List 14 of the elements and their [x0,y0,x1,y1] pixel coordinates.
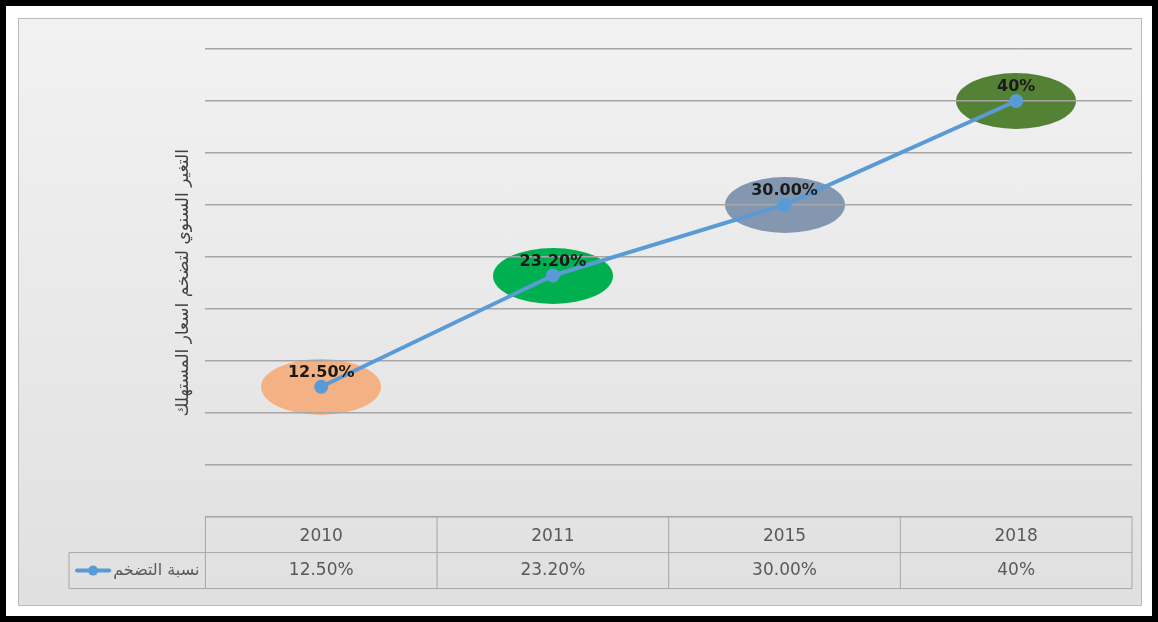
legend-label: نسبة التضخم [113,559,200,579]
y-axis-title: التغير السنوي لتضخم اسعار المستهلك [171,149,193,417]
point [777,197,792,212]
data-label: 30.00% [752,559,817,580]
x-tick-label: 2010 [299,525,343,546]
data-label: 23.20% [520,559,586,580]
text: 40% [997,76,1036,96]
text: 12.50% [287,361,355,381]
x-tick-label: 2018 [994,525,1038,546]
data-label: 40% [997,559,1036,580]
x-tick-label: 2011 [531,525,575,546]
data-label: 12.50% [288,559,354,580]
x-tick-label: 2015 [762,525,807,546]
text: 30.00% [751,180,818,200]
